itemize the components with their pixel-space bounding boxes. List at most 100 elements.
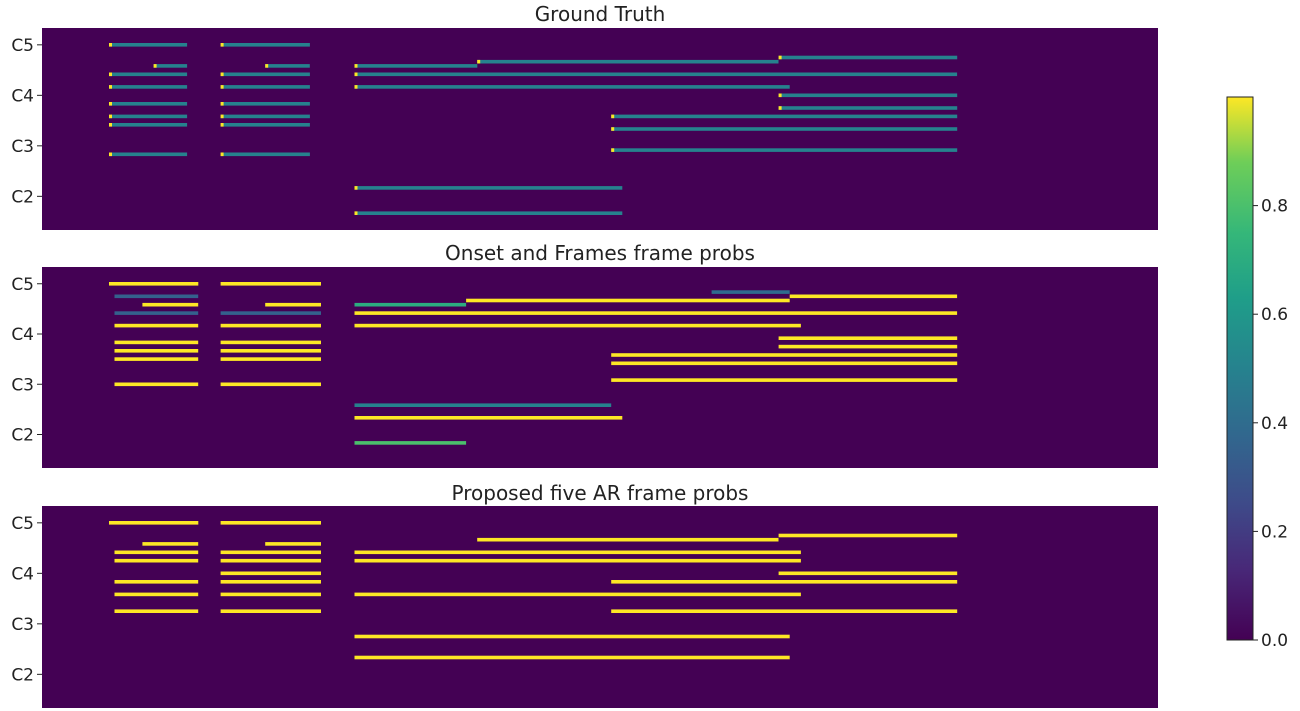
note-bar xyxy=(354,634,790,639)
note-bar xyxy=(220,571,321,576)
note-bar xyxy=(153,64,188,68)
note-onset xyxy=(109,85,112,89)
note-bar xyxy=(220,580,321,584)
y-tick-label: C4 xyxy=(11,564,34,584)
note-bar xyxy=(109,521,199,525)
y-tick-label: C3 xyxy=(11,375,34,395)
y-tick-label: C2 xyxy=(11,426,34,446)
note-bar xyxy=(142,302,199,307)
note-onset xyxy=(611,114,615,119)
note-onset xyxy=(109,43,112,47)
y-tick-label: C5 xyxy=(11,275,34,295)
note-onset xyxy=(265,64,269,68)
panel-2-title: Onset and Frames frame probs xyxy=(445,241,755,265)
note-onset xyxy=(354,186,358,190)
note-bar xyxy=(265,302,321,307)
note-bar xyxy=(466,298,790,303)
note-bar xyxy=(114,294,199,299)
note-bar xyxy=(354,302,467,307)
y-tick-label: C5 xyxy=(11,514,34,534)
colorbar-tick-label: 0.4 xyxy=(1261,414,1288,434)
note-bar xyxy=(109,114,188,119)
note-bar xyxy=(354,85,790,89)
note-onset xyxy=(477,59,481,64)
note-bar xyxy=(354,550,801,555)
panel-3-y-ticks: C5 C4 C3 C2 xyxy=(11,514,42,685)
panel-2-y-ticks: C5 C4 C3 C2 xyxy=(11,275,42,446)
note-bar xyxy=(114,580,199,584)
note-onset xyxy=(220,102,224,106)
note-bar xyxy=(354,592,801,597)
note-bar xyxy=(611,378,958,382)
note-onset xyxy=(153,64,157,68)
note-bar xyxy=(109,102,188,106)
panel-1-title: Ground Truth xyxy=(535,2,666,26)
note-bar xyxy=(220,123,310,127)
note-bar xyxy=(611,114,958,119)
note-bar xyxy=(354,441,467,445)
note-bar xyxy=(109,72,188,77)
note-bar xyxy=(778,93,958,98)
note-onset xyxy=(109,152,112,157)
note-bar xyxy=(611,127,958,131)
panel-1-notes xyxy=(109,43,958,215)
y-tick-label: C2 xyxy=(11,665,34,685)
note-bar xyxy=(220,114,310,119)
note-onset xyxy=(109,114,112,119)
note-bar xyxy=(114,311,199,315)
note-bar xyxy=(220,43,310,47)
note-bar xyxy=(220,592,321,597)
note-bar xyxy=(354,416,623,420)
note-bar xyxy=(220,609,321,613)
note-bar xyxy=(220,558,321,563)
y-tick-label: C3 xyxy=(11,615,34,635)
note-onset xyxy=(778,93,782,98)
note-bar xyxy=(109,282,199,286)
panel-2-notes xyxy=(109,282,958,445)
colorbar xyxy=(1226,96,1254,641)
y-tick-label: C2 xyxy=(11,187,34,207)
note-onset xyxy=(354,85,358,89)
note-bar xyxy=(611,580,958,584)
colorbar-tick-label: 0.0 xyxy=(1261,631,1288,651)
note-bar xyxy=(354,211,623,215)
note-onset xyxy=(220,152,224,157)
panel-3-title: Proposed five AR frame probs xyxy=(452,481,749,505)
note-bar xyxy=(220,102,310,106)
panel-1-plot-area xyxy=(42,28,1158,230)
note-bar xyxy=(114,357,199,361)
note-onset xyxy=(611,127,615,131)
note-bar xyxy=(354,72,958,77)
note-bar xyxy=(114,349,199,353)
note-bar xyxy=(220,521,321,525)
note-bar xyxy=(114,340,199,345)
panel-3-plot-area xyxy=(42,506,1158,708)
note-onset xyxy=(611,148,615,152)
note-bar xyxy=(778,106,958,110)
note-onset xyxy=(220,72,224,77)
note-bar xyxy=(114,323,199,328)
panel-2-plot-area xyxy=(42,267,1158,468)
note-bar xyxy=(220,357,321,361)
note-bar xyxy=(354,311,958,315)
note-onset xyxy=(220,43,224,47)
note-bar xyxy=(789,294,958,299)
note-bar xyxy=(109,152,188,157)
panel-1-y-ticks: C5 C4 C3 C2 xyxy=(11,36,42,207)
note-bar xyxy=(109,85,188,89)
note-bar xyxy=(354,655,790,660)
note-bar xyxy=(220,72,310,77)
note-bar xyxy=(477,537,779,542)
colorbar-tick-label: 0.8 xyxy=(1261,197,1288,217)
note-bar xyxy=(611,609,958,613)
note-bar xyxy=(354,323,801,328)
note-onset xyxy=(220,123,224,127)
note-bar xyxy=(220,282,321,286)
colorbar-ticks: 0.0 0.2 0.4 0.6 0.8 xyxy=(1253,197,1288,651)
note-onset xyxy=(109,72,112,77)
note-bar xyxy=(778,336,958,340)
note-bar xyxy=(220,311,321,315)
note-bar xyxy=(354,403,612,407)
note-bar xyxy=(354,558,801,563)
